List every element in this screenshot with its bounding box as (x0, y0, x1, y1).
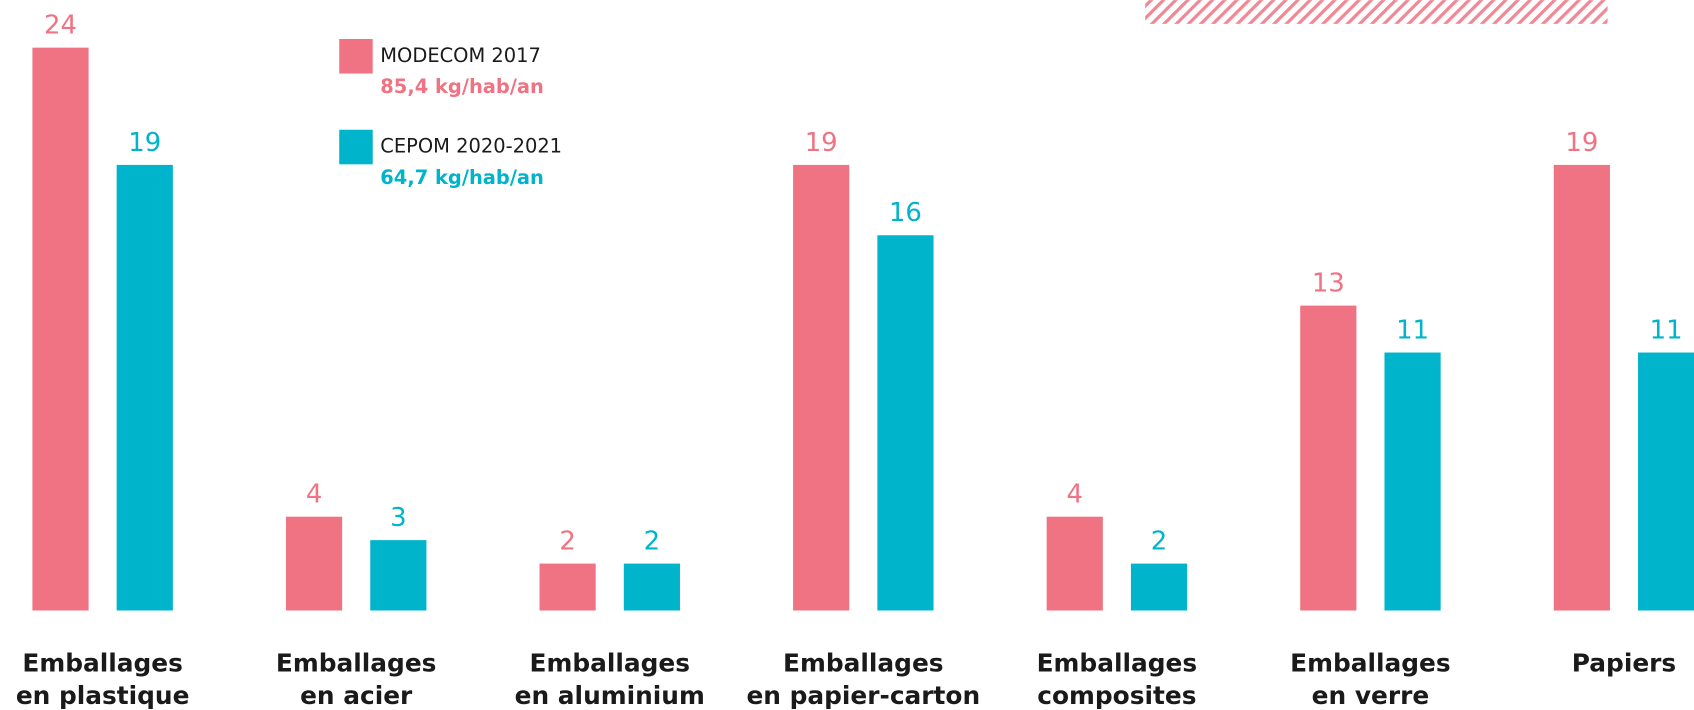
value-label: 19 (1565, 128, 1598, 158)
value-label: 16 (889, 198, 922, 228)
bar (1384, 352, 1441, 611)
legend-label: CEPOM 2020-2021 (380, 135, 562, 158)
category-label: en aluminium (515, 681, 705, 710)
legend-total: 64,7 kg/hab/an (380, 166, 544, 189)
bar (623, 563, 680, 611)
bar (1638, 352, 1694, 611)
category-label: en acier (300, 681, 413, 710)
category-label: en verre (1312, 681, 1430, 710)
legend-label: MODECOM 2017 (380, 44, 541, 67)
bar (793, 164, 850, 611)
value-label: 13 (1312, 269, 1345, 299)
value-label: 19 (128, 128, 161, 158)
category-label: en plastique (16, 681, 190, 710)
value-label: 4 (1066, 480, 1082, 510)
category-label: Emballages (1290, 649, 1451, 678)
bar (1130, 563, 1188, 611)
value-label: 24 (44, 11, 77, 41)
bar (32, 47, 89, 611)
bar (116, 164, 173, 611)
category-label: Emballages (783, 649, 944, 678)
legend-total: 85,4 kg/hab/an (380, 75, 544, 98)
bar (877, 235, 934, 611)
value-label: 11 (1396, 315, 1429, 345)
value-label: 2 (559, 526, 575, 556)
value-label: 2 (644, 526, 660, 556)
category-label: Papiers (1572, 649, 1676, 678)
category-label: Emballages (22, 649, 183, 678)
bar (1046, 516, 1103, 611)
bar (1300, 305, 1357, 611)
bar (1553, 164, 1610, 611)
value-label: 11 (1650, 315, 1683, 345)
value-label: 19 (805, 128, 838, 158)
bar (539, 563, 596, 611)
decoration (1145, 0, 1608, 24)
value-label: 2 (1151, 526, 1167, 556)
bar (285, 516, 343, 611)
category-label: composites (1037, 681, 1196, 710)
value-label: 4 (306, 480, 322, 510)
value-label: 3 (390, 503, 406, 533)
category-label: en papier-carton (746, 681, 980, 710)
bar (370, 540, 427, 611)
category-label: Emballages (276, 649, 437, 678)
category-label: Emballages (529, 649, 690, 678)
legend-swatch (339, 38, 373, 74)
legend-swatch (339, 129, 373, 165)
category-label: Emballages (1037, 649, 1198, 678)
